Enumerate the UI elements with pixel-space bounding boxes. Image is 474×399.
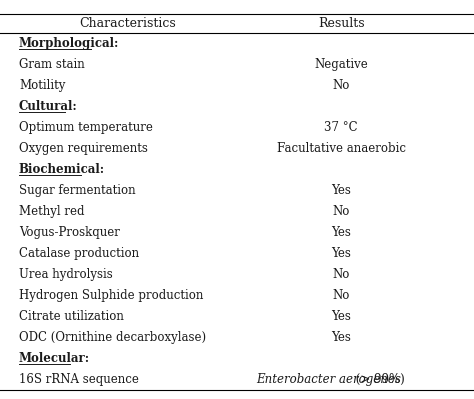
Text: Characteristics: Characteristics xyxy=(80,17,176,30)
Text: No: No xyxy=(333,205,350,218)
Text: No: No xyxy=(333,289,350,302)
Text: Cultural:: Cultural: xyxy=(19,100,78,113)
Text: Motility: Motility xyxy=(19,79,65,92)
Text: Sugar fermentation: Sugar fermentation xyxy=(19,184,136,197)
Text: Yes: Yes xyxy=(331,331,351,344)
Text: (> 99%): (> 99%) xyxy=(352,373,405,386)
Text: Optimum temperature: Optimum temperature xyxy=(19,121,153,134)
Text: ODC (Ornithine decarboxylase): ODC (Ornithine decarboxylase) xyxy=(19,331,206,344)
Text: 37 °C: 37 °C xyxy=(325,121,358,134)
Text: Yes: Yes xyxy=(331,226,351,239)
Text: Results: Results xyxy=(318,17,365,30)
Text: Morphological:: Morphological: xyxy=(19,37,119,50)
Text: Facultative anaerobic: Facultative anaerobic xyxy=(277,142,406,155)
Text: Biochemical:: Biochemical: xyxy=(19,163,105,176)
Text: No: No xyxy=(333,79,350,92)
Text: Gram stain: Gram stain xyxy=(19,58,85,71)
Text: Methyl red: Methyl red xyxy=(19,205,84,218)
Text: 16S rRNA sequence: 16S rRNA sequence xyxy=(19,373,139,386)
Text: No: No xyxy=(333,268,350,281)
Text: Catalase production: Catalase production xyxy=(19,247,139,260)
Text: Oxygen requirements: Oxygen requirements xyxy=(19,142,148,155)
Text: Hydrogen Sulphide production: Hydrogen Sulphide production xyxy=(19,289,203,302)
Text: Yes: Yes xyxy=(331,184,351,197)
Text: Urea hydrolysis: Urea hydrolysis xyxy=(19,268,113,281)
Text: Negative: Negative xyxy=(314,58,368,71)
Text: Molecular:: Molecular: xyxy=(19,352,90,365)
Text: Yes: Yes xyxy=(331,247,351,260)
Text: Enterobacter aerogenes: Enterobacter aerogenes xyxy=(256,373,401,386)
Text: Yes: Yes xyxy=(331,310,351,323)
Text: Citrate utilization: Citrate utilization xyxy=(19,310,124,323)
Text: Vogus-Proskquer: Vogus-Proskquer xyxy=(19,226,120,239)
